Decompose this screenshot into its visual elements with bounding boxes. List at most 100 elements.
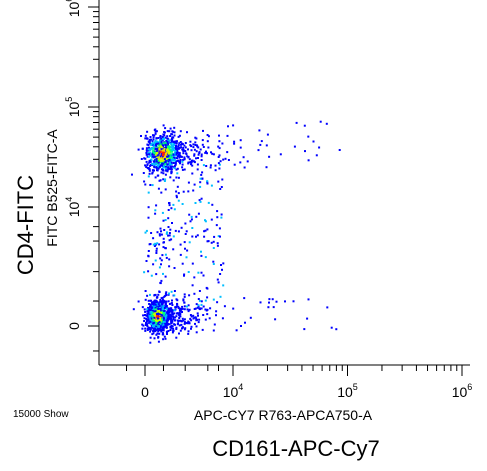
event-dot [239,161,242,164]
event-dot [155,166,158,168]
event-dot [221,142,224,145]
event-dot [152,301,155,304]
event-dot [161,296,164,299]
event-dot [178,152,181,155]
event-dot [165,149,168,152]
event-dot [184,222,187,225]
event-dot [178,317,181,319]
event-dot [162,156,165,158]
event-dot [145,166,148,168]
event-dot [168,303,171,305]
event-dot [284,300,286,303]
event-dot [206,308,209,311]
event-dot [179,313,182,315]
event-dot [161,318,164,321]
event-dot [140,135,142,137]
event-dot [160,137,163,140]
event-dot [176,172,179,175]
event-dot [153,169,155,172]
event-dot [164,337,167,340]
event-dot [160,279,163,282]
event-dot [179,159,182,161]
event-dot [158,305,161,307]
event-dot [159,154,162,157]
event-dot [170,238,173,241]
event-dot [233,163,236,166]
event-dot [167,166,170,169]
event-dot [164,160,167,163]
event-dot [182,158,185,161]
event-dot [154,141,156,144]
event-dot [154,147,157,150]
event-dot [164,305,167,308]
event-dot [144,298,147,301]
event-dot [176,323,179,326]
event-dot [187,148,189,151]
event-dots [131,120,341,344]
event-dot [172,315,175,318]
event-dot [249,316,252,319]
event-dot [168,130,171,133]
event-dot [183,241,186,244]
event-dot [169,176,172,179]
event-dot [164,247,167,250]
y-tick-label: 106 [64,0,82,17]
event-dot [166,163,169,166]
event-dot [167,310,170,313]
event-dot [178,160,181,163]
event-dot [195,215,198,218]
event-dot [274,318,277,321]
event-dot [199,177,202,180]
event-dot [177,135,180,138]
event-dot [153,308,156,311]
event-dot [149,136,152,138]
event-dot [152,156,155,159]
event-dot [150,274,153,277]
event-dot [165,294,168,297]
x-tick-label: 106 [452,382,473,400]
event-dot [162,142,165,145]
event-dot [161,298,164,301]
event-dot [168,139,171,142]
event-dot [167,160,170,163]
event-dot [168,323,171,326]
event-dot [197,298,200,300]
event-dot [163,141,166,144]
event-dot [214,164,217,167]
event-dot [217,180,220,183]
event-dot [171,150,174,153]
event-dot [145,151,148,154]
event-dot [201,139,204,142]
event-dot [271,298,274,301]
event-dot [171,147,174,150]
event-dot [152,143,154,146]
event-dot [172,136,175,139]
event-dot [174,160,177,163]
event-dot [152,312,154,314]
event-dot [160,140,163,143]
event-dot [153,305,156,308]
event-dot [151,150,154,153]
event-dot [163,229,166,231]
event-dot [153,134,156,137]
event-dot [178,314,181,317]
event-dot [158,323,161,326]
event-dot [144,324,147,326]
event-dot [175,196,178,199]
event-dot [167,315,170,318]
event-dot [187,162,190,165]
event-dot [159,257,162,260]
event-dot [204,229,207,232]
event-dot [188,241,191,244]
event-dot [149,303,152,306]
event-dot [154,130,157,133]
event-dot [142,314,145,317]
event-dot [165,140,168,142]
event-dot [174,323,176,326]
event-dot [167,312,170,315]
event-dot [156,164,159,167]
event-dot [267,306,270,309]
event-dot [197,321,200,324]
event-dot [162,326,165,329]
event-dot [170,161,173,164]
